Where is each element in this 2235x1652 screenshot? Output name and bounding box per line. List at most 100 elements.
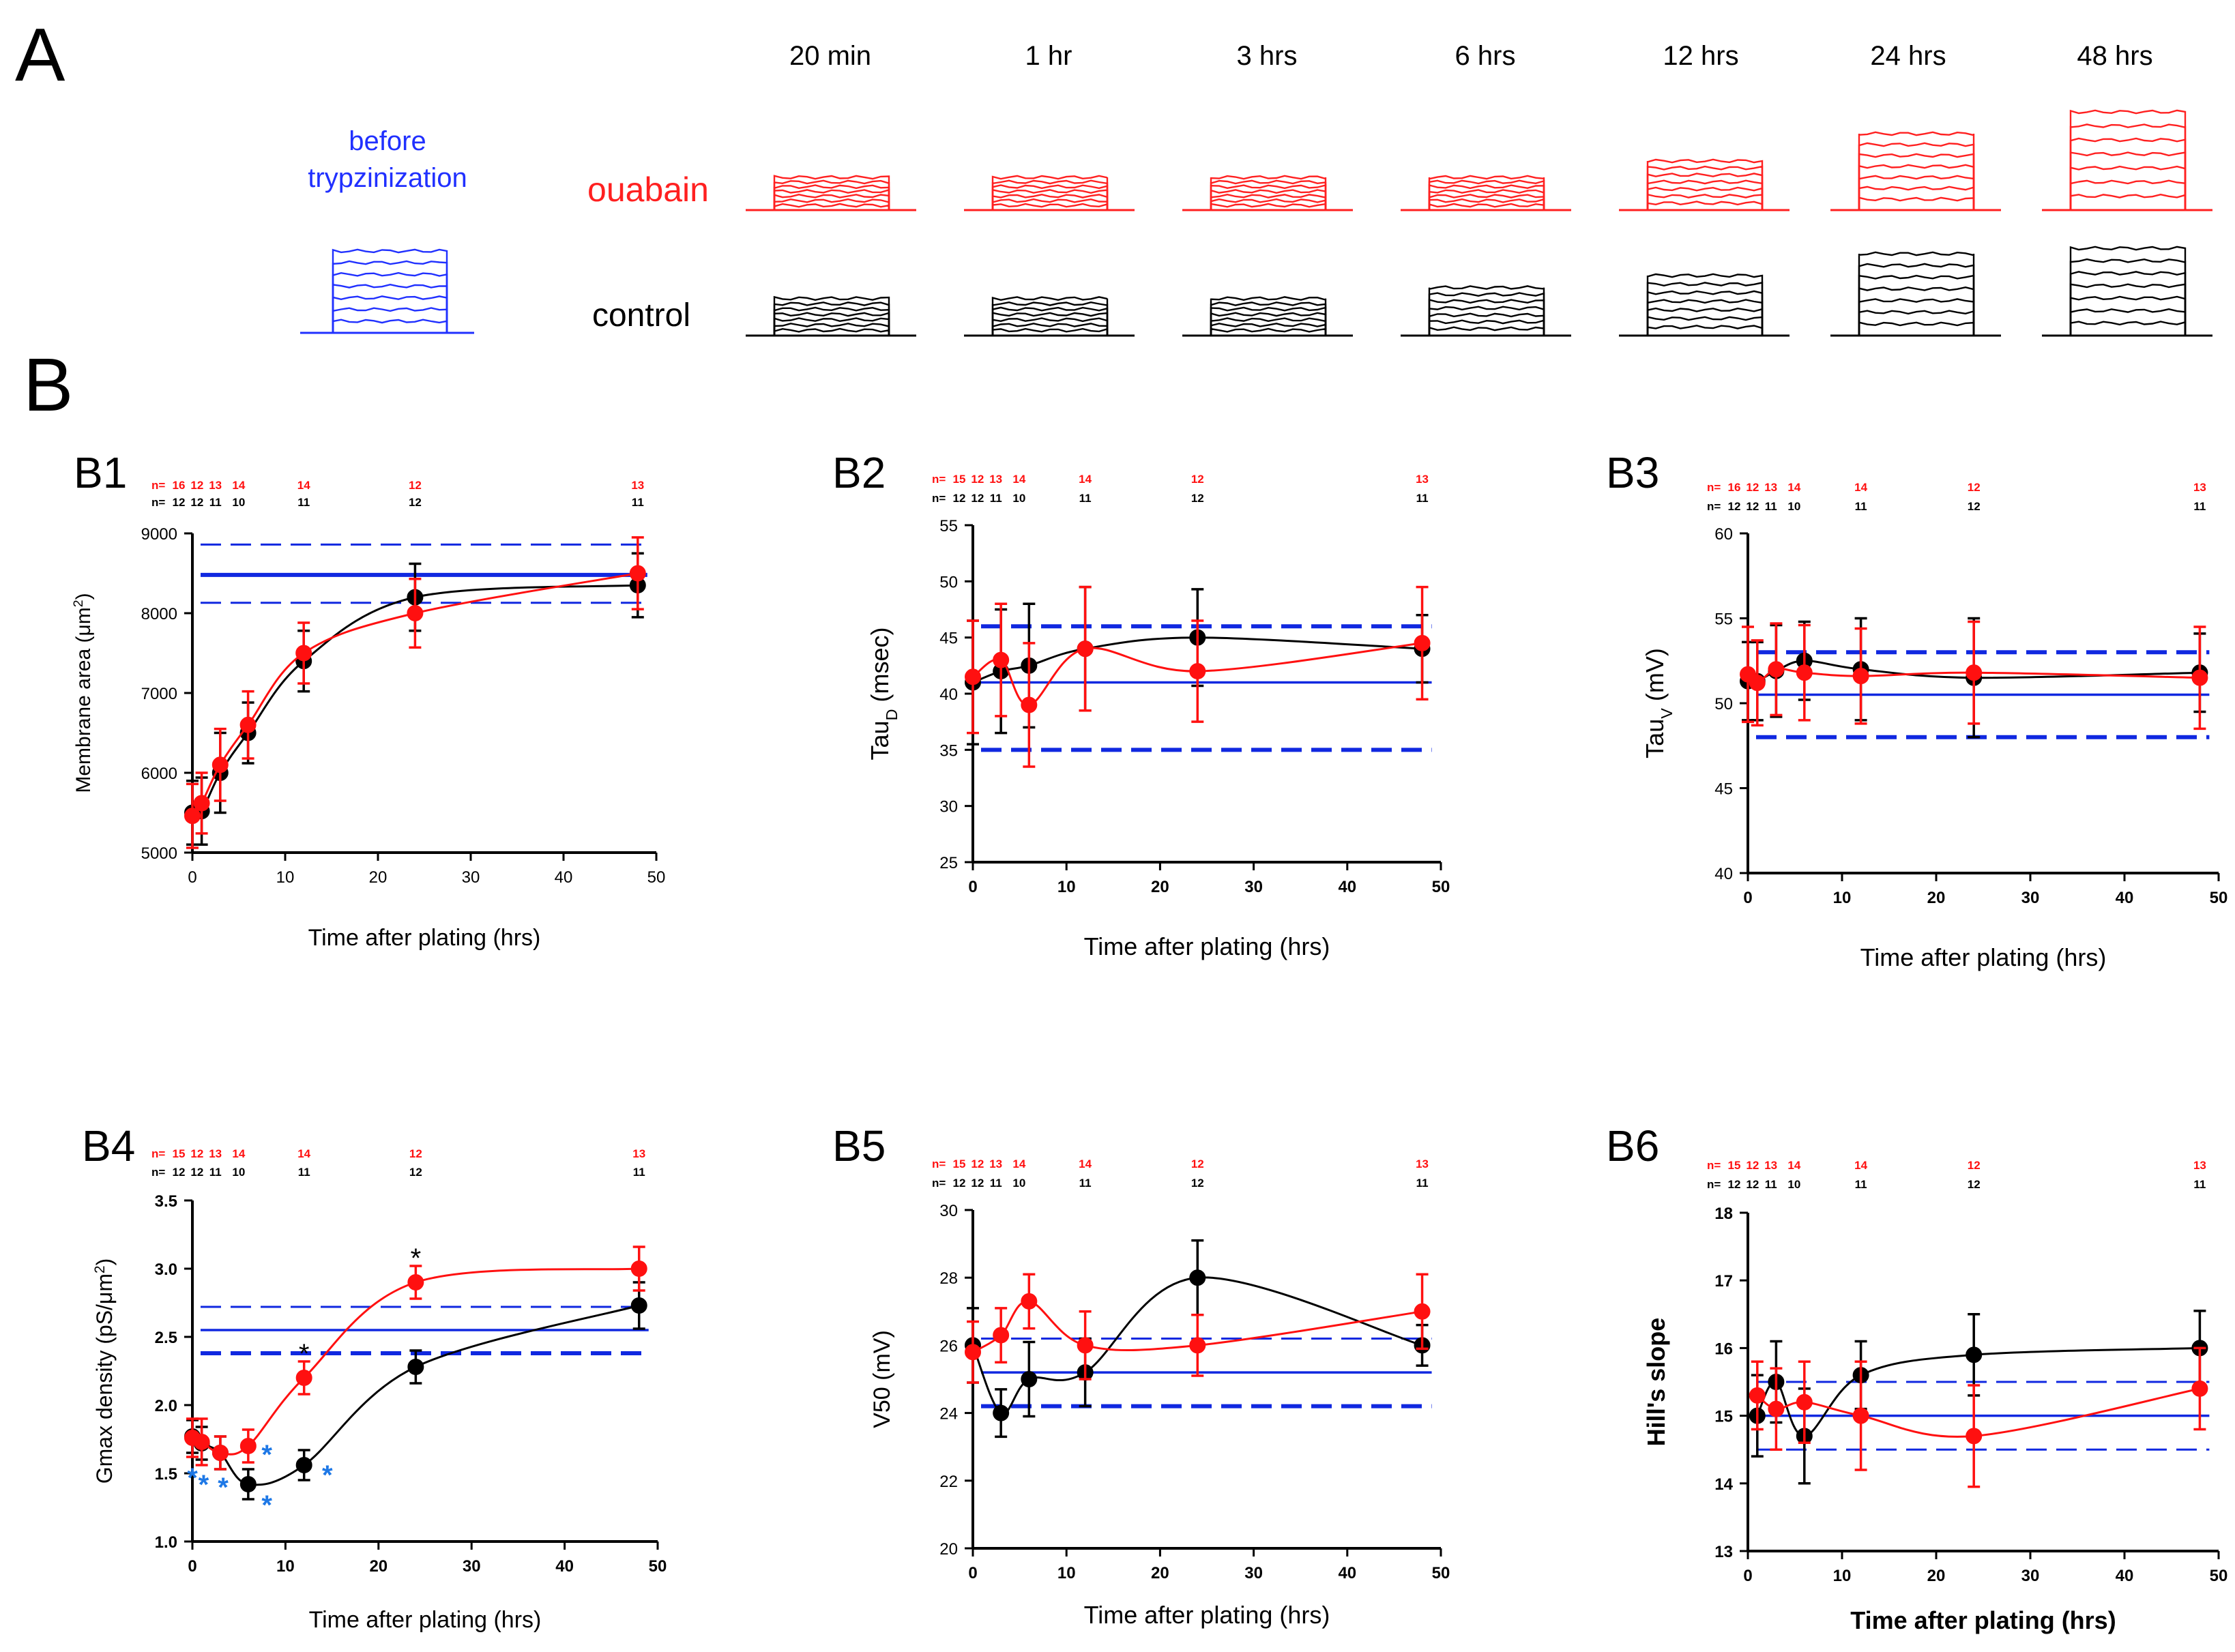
n-red-value: 12	[1191, 1157, 1204, 1170]
x-tick-label: 50	[1432, 1564, 1450, 1582]
n-black-value: 11	[1416, 1177, 1429, 1190]
data-point-ouabain	[211, 756, 229, 773]
y-axis-label-part: (msec)	[866, 628, 894, 709]
ouabain-trace-family-step	[2042, 123, 2212, 211]
data-point-control	[407, 1359, 424, 1375]
y-tick-label: 15	[1714, 1408, 1733, 1426]
n-black-value: 11	[1765, 1178, 1777, 1191]
ouabain-trace-family-step	[1830, 175, 2001, 211]
control-trace-family-step	[2042, 271, 2212, 337]
y-tick-label: 25	[939, 854, 958, 872]
x-tick-label: 50	[1432, 878, 1450, 896]
control-trace-family-step	[964, 323, 1135, 337]
control-trace-family-step	[1830, 274, 2001, 337]
n-black-value: 12	[409, 1166, 422, 1179]
y-tick-label: 26	[939, 1337, 958, 1355]
y-tick-label: 14	[1714, 1475, 1733, 1494]
ouabain-trace-family-step	[746, 203, 916, 211]
ouabain-trace-family-step	[2042, 179, 2212, 211]
x-tick-label: 40	[555, 868, 573, 887]
data-point-ouabain	[1414, 634, 1431, 651]
data-point-ouabain	[193, 795, 210, 812]
n-red-value: 13	[209, 1147, 222, 1160]
n-black-value: 12	[1968, 1178, 1981, 1191]
control-trace-family-step	[1401, 298, 1571, 337]
n-red-prefix: n=	[1707, 481, 1721, 494]
chart-label-b6: B6	[1606, 1121, 1659, 1170]
control-trace-family-step	[1830, 251, 2001, 337]
n-red-value: 15	[953, 1157, 966, 1170]
chart-b3: B3 0 10 20 30 40 50 40 45 50 55 60 Time after platin…	[1606, 448, 2227, 971]
ouabain-trace-family-step	[2042, 193, 2212, 211]
chart-label-b4: B4	[82, 1121, 135, 1170]
x-axis-label: Time after plating (hrs)	[308, 925, 541, 951]
n-red-value: 13	[2193, 481, 2206, 494]
ouabain-trace-family	[746, 175, 916, 211]
ouabain-trace-family-step	[1619, 165, 1790, 211]
significance-star-blue: *	[199, 1470, 209, 1500]
control-trace-family-step	[1401, 285, 1571, 337]
before-label-line1: before	[349, 126, 426, 156]
y-tick-label: 16	[1714, 1340, 1733, 1358]
data-point-ouabain	[993, 651, 1010, 668]
ouabain-trace-family-step	[1401, 175, 1571, 211]
y-tick-label: 40	[939, 685, 958, 704]
data-point-ouabain	[1966, 1428, 1983, 1445]
control-trace-family-step	[746, 323, 916, 337]
n-black-value: 12	[1746, 500, 1759, 513]
y-tick-label: 45	[1714, 780, 1733, 799]
y-tick-label: 24	[939, 1405, 958, 1424]
data-point-ouabain	[1852, 1407, 1869, 1424]
n-red-value: 13	[989, 1157, 1002, 1170]
n-black-value: 12	[1191, 492, 1204, 505]
data-point-control	[239, 1476, 257, 1492]
y-tick-label: 55	[939, 517, 958, 535]
time-label-1hr: 1 hr	[1025, 41, 1072, 71]
control-trace-family-step	[2042, 246, 2212, 337]
ouabain-trace-family-step	[2042, 137, 2212, 211]
significance-star-blue: *	[261, 1490, 272, 1520]
control-trace-family-step	[746, 327, 916, 337]
series-ouabain	[965, 585, 1431, 768]
n-red-value: 13	[1764, 1159, 1777, 1172]
data-point-ouabain	[2191, 1380, 2208, 1397]
y-tick-label: 50	[1714, 695, 1733, 713]
control-trace-family-step	[1619, 299, 1790, 337]
n-red-value: 16	[1728, 481, 1741, 494]
n-black-value: 12	[1191, 1177, 1204, 1190]
x-tick-label: 40	[555, 1557, 574, 1576]
before-trace-family-step	[300, 260, 474, 334]
control-trace-family-step	[2042, 321, 2212, 337]
y-axis-label: TauV (mV)	[1641, 648, 1676, 758]
data-point-ouabain	[1414, 1303, 1431, 1320]
data-point-ouabain	[1749, 1387, 1766, 1404]
y-tick-label: 6000	[141, 765, 177, 783]
n-black-value: 11	[2193, 1178, 2206, 1191]
y-tick-label: 13	[1714, 1543, 1733, 1561]
x-tick-label: 0	[1743, 1567, 1752, 1585]
x-tick-label: 10	[276, 868, 295, 887]
y-tick-label: 22	[939, 1473, 958, 1491]
ouabain-trace-family-step	[1619, 179, 1790, 211]
y-tick-label: 7000	[141, 685, 177, 703]
ouabain-trace-family-step	[1830, 196, 2001, 211]
data-point-control	[1189, 1269, 1206, 1286]
ouabain-trace-family	[1401, 175, 1571, 211]
n-red-prefix: n=	[932, 1157, 946, 1170]
n-red-value: 12	[971, 1157, 984, 1170]
series-ouabain	[965, 1273, 1431, 1384]
n-red-prefix: n=	[151, 479, 165, 492]
n-red-value: 14	[297, 479, 310, 492]
control-trace-family-step	[746, 312, 916, 337]
ouabain-trace-family-step	[964, 188, 1135, 211]
y-axis-label-part: 2	[71, 600, 86, 607]
ouabain-trace-family-step	[1830, 164, 2001, 211]
n-red-value: 12	[409, 1147, 422, 1160]
control-trace-family-step	[746, 306, 916, 337]
n-black-value: 11	[990, 492, 1002, 505]
y-axis-label: Membrane area (μm2)	[71, 593, 95, 793]
ouabain-trace-family-step	[964, 193, 1135, 211]
y-axis-label-part: Tau	[1641, 719, 1669, 758]
y-axis-label-part: μm	[92, 1273, 117, 1304]
